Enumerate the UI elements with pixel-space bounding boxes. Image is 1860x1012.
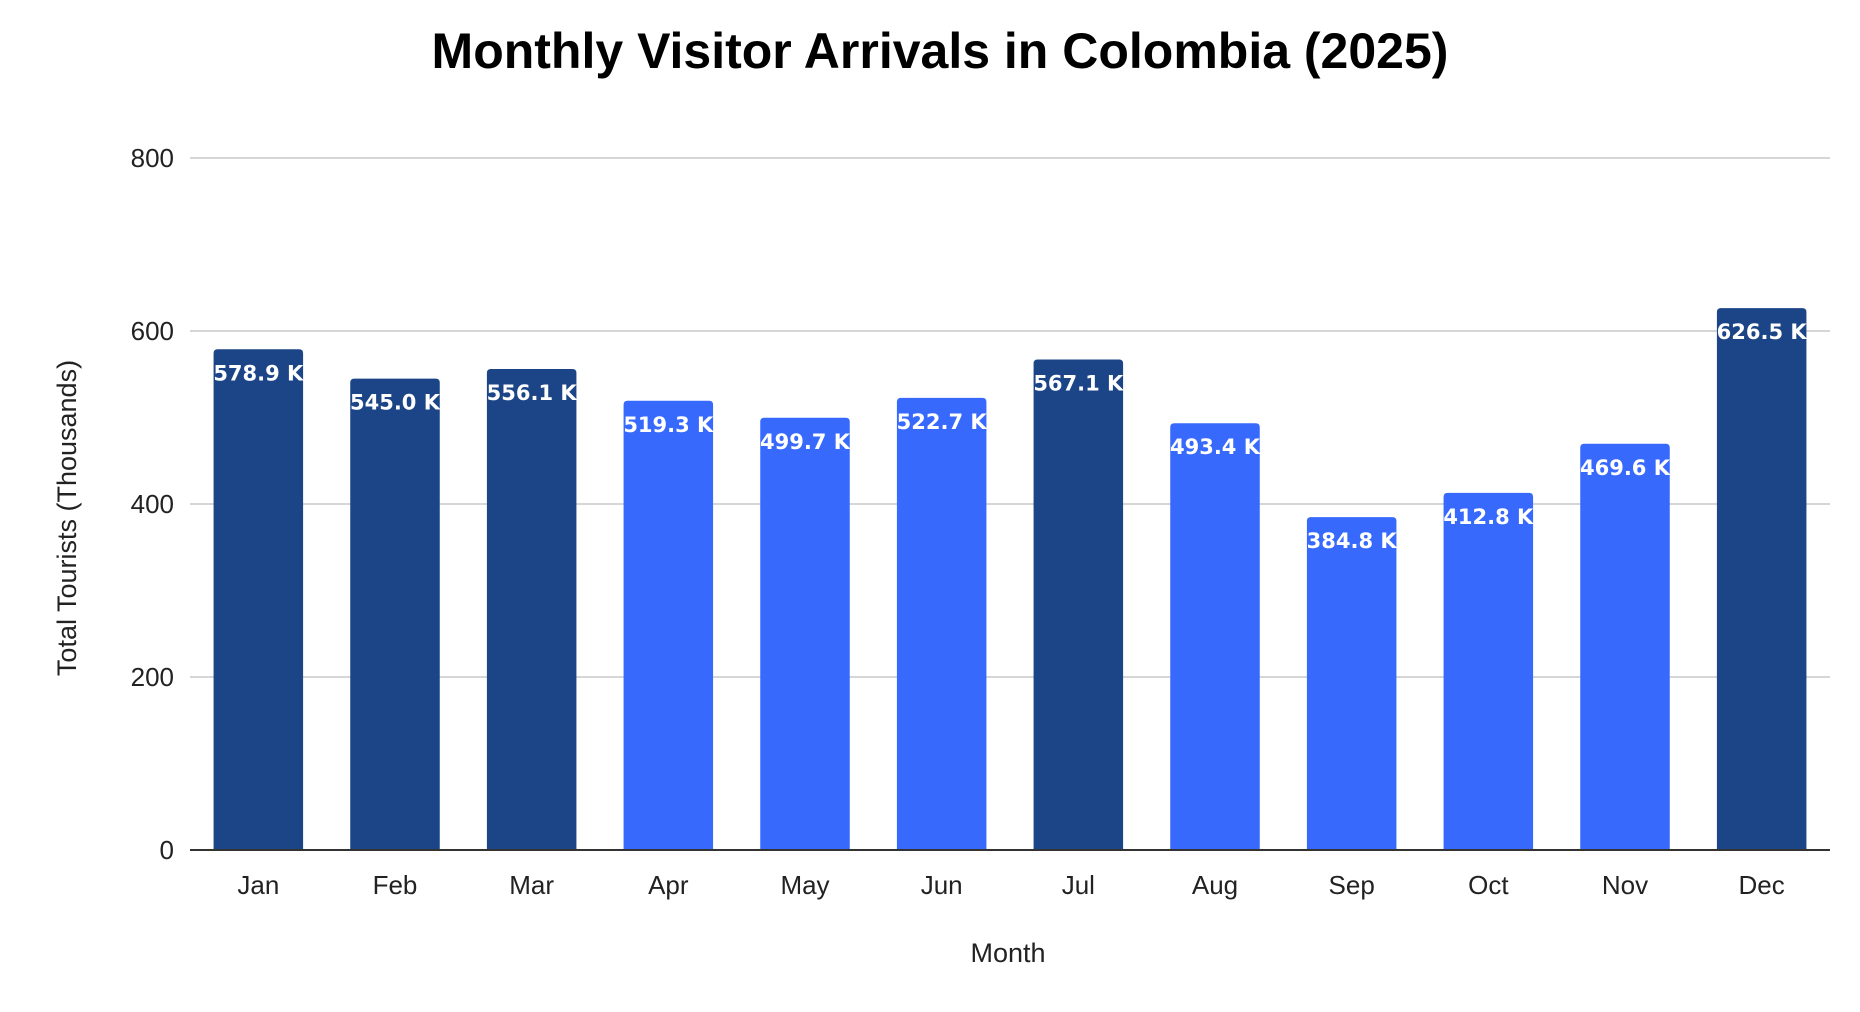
x-tick-label: Oct bbox=[1468, 870, 1509, 900]
x-tick-label: Jan bbox=[237, 870, 279, 900]
bar-may bbox=[760, 417, 850, 850]
data-label-apr: 519.3 K bbox=[623, 413, 714, 437]
data-label-jul: 567.1 K bbox=[1033, 371, 1124, 395]
bar-jan bbox=[213, 349, 304, 850]
bar-jul bbox=[1033, 359, 1124, 850]
data-label-oct: 412.8 K bbox=[1443, 505, 1534, 529]
data-label-jun: 522.7 K bbox=[897, 410, 988, 434]
bar-apr bbox=[623, 400, 714, 850]
x-axis-ticks: Jan Feb Mar Apr May Jun Jul Aug Sep Oct Nov Dec bbox=[237, 870, 1784, 900]
data-label-sep: 384.8 K bbox=[1307, 529, 1398, 553]
y-tick-label: 400 bbox=[131, 489, 174, 519]
bar-feb bbox=[350, 378, 440, 850]
x-tick-label: Nov bbox=[1602, 870, 1648, 900]
bar-oct bbox=[1443, 492, 1534, 850]
y-tick-label: 600 bbox=[131, 316, 174, 346]
x-tick-label: Jul bbox=[1062, 870, 1095, 900]
bars bbox=[213, 308, 1807, 850]
data-label-dec: 626.5 K bbox=[1717, 320, 1808, 344]
bar-jun bbox=[896, 397, 987, 850]
bar-aug bbox=[1170, 423, 1260, 850]
x-tick-label: Dec bbox=[1739, 870, 1785, 900]
y-tick-label: 800 bbox=[131, 143, 174, 173]
bar-sep bbox=[1306, 517, 1397, 850]
chart-title: Monthly Visitor Arrivals in Colombia (20… bbox=[432, 23, 1449, 79]
y-tick-label: 0 bbox=[160, 835, 174, 865]
gridlines bbox=[190, 157, 1830, 678]
data-label-feb: 545.0 K bbox=[350, 391, 441, 415]
data-label-nov: 469.6 K bbox=[1580, 456, 1671, 480]
y-axis-title: Total Tourists (Thousands) bbox=[52, 360, 82, 676]
data-label-may: 499.7 K bbox=[760, 430, 851, 454]
x-tick-label: Feb bbox=[373, 870, 418, 900]
bar-nov bbox=[1580, 443, 1670, 850]
data-labels: 578.9 K 545.0 K 556.1 K 519.3 K 499.7 K 522.7… bbox=[213, 320, 1807, 553]
x-tick-label: Jun bbox=[921, 870, 963, 900]
y-tick-label: 200 bbox=[131, 662, 174, 692]
x-axis-title: Month bbox=[970, 938, 1045, 968]
x-tick-label: Aug bbox=[1192, 870, 1238, 900]
data-label-aug: 493.4 K bbox=[1170, 435, 1261, 459]
data-label-mar: 556.1 K bbox=[487, 381, 578, 405]
data-label-jan: 578.9 K bbox=[213, 361, 304, 385]
x-tick-label: Apr bbox=[648, 870, 689, 900]
x-tick-label: Mar bbox=[509, 870, 554, 900]
bar-mar bbox=[486, 368, 577, 850]
x-tick-label: Sep bbox=[1329, 870, 1375, 900]
y-axis-ticks: 0 200 400 600 800 bbox=[131, 143, 174, 865]
bar-dec bbox=[1716, 308, 1807, 850]
x-tick-label: May bbox=[780, 870, 829, 900]
